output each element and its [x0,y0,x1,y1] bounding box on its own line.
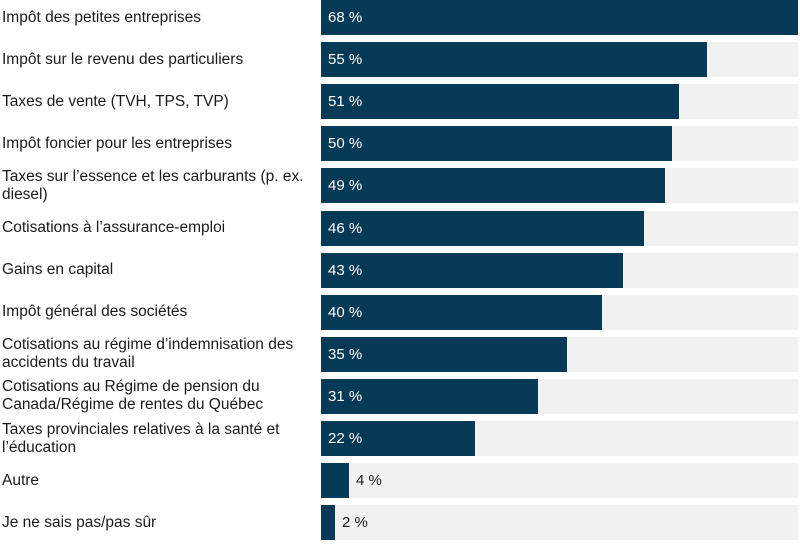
category-label: Impôt sur le revenu des particuliers [2,50,244,68]
bar-row: Impôt général des sociétés 40 % [0,294,800,330]
bar [321,463,350,499]
category-label: Impôt général des sociétés [2,303,188,321]
value-label: 31 % [328,387,363,405]
bar-row: Impôt des petites entreprises 68 % [0,0,800,35]
bar-track: 55 % [321,42,798,78]
bar-track: 4 % [321,463,798,499]
category-label: Cotisations à l’assurance-emploi [2,219,226,236]
category-label: Taxes sur l’essence et les carburants (p… [2,167,304,203]
bar-row: Autre 4 % [0,463,800,499]
bar-track: 22 % [321,421,798,456]
bar-row: Cotisations à l’assurance-emploi 46 % [0,210,800,246]
bar-row: Impôt sur le revenu des particuliers 55 % [0,42,800,78]
bar [321,505,336,541]
bar [321,378,539,414]
bar [321,84,679,120]
category-label: Autre [2,471,40,489]
bar-track: 40 % [321,294,798,330]
bar-row: Cotisations au régime d’indemnisation de… [0,336,800,372]
bar [321,0,798,35]
category-label: Taxes provinciales relatives à la santé … [2,420,280,456]
bar [321,210,644,246]
bar [321,252,623,288]
bar-row: Cotisations au Régime de pension du Cana… [0,378,800,414]
category-label: Impôt foncier pour les entreprises [2,134,233,152]
category-label: Je ne sais pas/pas sûr [2,513,157,531]
bar [321,336,567,372]
bar-track: 51 % [321,84,798,120]
bar [321,294,602,330]
bar [321,168,665,204]
bar [321,42,707,78]
value-label: 40 % [328,303,363,321]
value-label: 51 % [328,93,363,111]
bar-row: Impôt foncier pour les entreprises 50 % [0,126,800,162]
bar-row: Taxes provinciales relatives à la santé … [0,421,800,456]
bar-track: 49 % [321,168,798,204]
bar-track: 35 % [321,336,798,372]
category-label: Cotisations au régime d’indemnisation de… [2,336,294,372]
value-label: 49 % [328,177,363,195]
value-label: 2 % [342,514,368,532]
bar-track: 31 % [321,378,798,414]
bar-row: Je ne sais pas/pas sûr 2 % [0,505,800,541]
category-label: Impôt des petites entreprises [2,8,202,26]
bar-row: Taxes de vente (TVH, TPS, TVP) 51 % [0,84,800,120]
value-label: 50 % [328,135,363,153]
bar [321,126,672,162]
bar [321,421,476,456]
bar-track: 68 % [321,0,798,35]
bar-track: 2 % [321,505,798,541]
value-label: 46 % [328,219,363,237]
category-label: Gains en capital [2,261,114,279]
value-label: 55 % [328,51,363,69]
bar-track: 50 % [321,126,798,162]
value-label: 43 % [328,261,363,279]
category-label: Taxes de vente (TVH, TPS, TVP) [2,92,229,110]
bar-row: Taxes sur l’essence et les carburants (p… [0,167,800,204]
bar-track: 46 % [321,210,798,246]
bar-track: 43 % [321,252,798,288]
value-label: 35 % [328,345,363,363]
bar-row: Gains en capital 43 % [0,252,800,288]
value-label: 68 % [328,9,363,26]
value-label: 4 % [356,472,382,490]
value-label: 22 % [328,430,363,447]
category-label: Cotisations au Régime de pension du Cana… [2,378,264,414]
